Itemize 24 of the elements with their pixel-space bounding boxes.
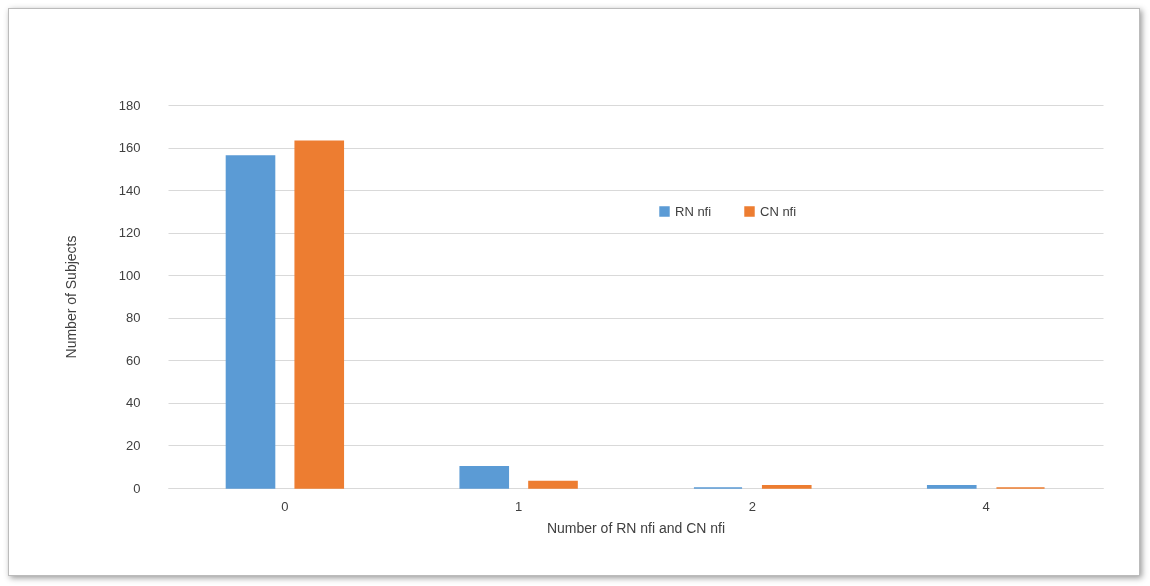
x-tick-label: 0 [281,498,289,514]
x-tick-label: 4 [982,498,990,514]
bar [761,485,812,489]
y-axis-title: Number of Subjects [62,235,79,359]
y-tick-label: 20 [126,437,141,453]
y-tick-label: 100 [118,267,141,283]
legend-label: CN nfi [760,203,797,219]
y-tick-label: 120 [118,225,141,241]
bar [225,155,276,489]
y-tick-label: 0 [133,480,141,496]
y-tick-label: 60 [126,352,141,368]
bar [528,480,578,489]
y-tick-label: 160 [118,140,141,156]
y-tick-label: 80 [126,310,141,326]
y-tick-label: 180 [118,97,141,113]
bar [926,485,977,489]
y-tick-label: 40 [126,395,141,411]
x-tick-label: 2 [748,498,756,514]
bar [459,465,510,489]
bar [294,140,345,489]
x-tick-label: 1 [515,498,523,514]
x-axis-title: Number of RN nfi and CN nfi [546,519,726,536]
legend-label: RN nfi [675,203,712,219]
y-tick-label: 140 [118,182,141,198]
